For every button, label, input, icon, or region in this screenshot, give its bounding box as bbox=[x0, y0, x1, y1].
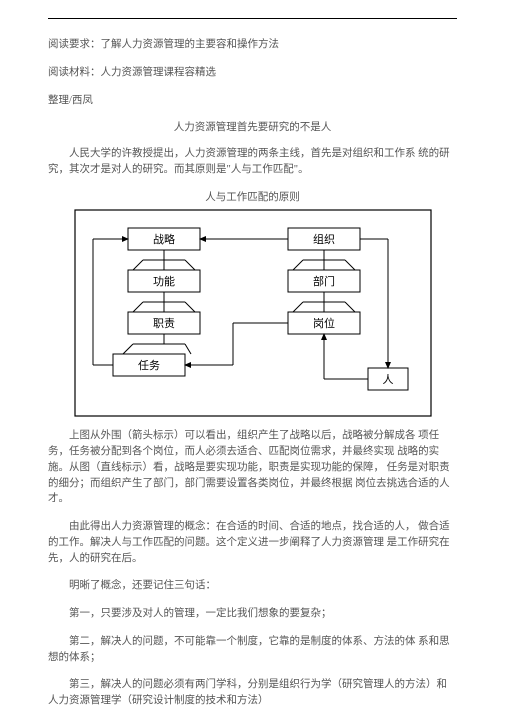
flowchart-svg: 战略 功能 职责 任务 组织 bbox=[73, 208, 433, 418]
node-duty: 职责 bbox=[153, 317, 175, 330]
node-strategy: 战略 bbox=[153, 232, 175, 246]
diagram-caption: 人与工作匹配的原则 bbox=[48, 190, 457, 206]
paragraph-2: 上图从外围（箭头标示）可以看出，组织产生了战略以后，战略被分解成各 项任务，任务… bbox=[48, 428, 457, 507]
paragraph-1: 人民大学的许教授提出，人力资源管理的两条主线，首先是对组织和工作系 统的研究，其… bbox=[48, 146, 457, 178]
node-task: 任务 bbox=[138, 359, 160, 372]
node-person: 人 bbox=[382, 373, 393, 386]
author-line: 整理/西凤 bbox=[48, 93, 457, 109]
paragraph-4: 明晰了概念，还要记住三句话： bbox=[48, 578, 457, 594]
reading-material: 阅读材料：人力资源管理课程容精选 bbox=[48, 65, 457, 81]
paragraph-7: 第三，解决人的问题必须有两门学科，分别是组织行为学（研究管理人的方法）和人力资源… bbox=[48, 677, 457, 709]
node-post: 岗位 bbox=[313, 316, 335, 330]
paragraph-3: 由此得出人力资源管理的概念：在合适的时间、合适的地点，找合适的人， 做合适的工作… bbox=[48, 519, 457, 566]
paragraph-5: 第一，只要涉及对人的管理，一定比我们想象的要复杂； bbox=[48, 606, 457, 622]
node-org: 组织 bbox=[313, 232, 335, 246]
paragraph-6: 第二，解决人的问题，不可能靠一个制度，它靠的是制度的体系、方法的体 系和思想的体… bbox=[48, 634, 457, 666]
reading-requirement: 阅读要求：了解人力资源管理的主要容和操作方法 bbox=[48, 37, 457, 53]
node-function: 功能 bbox=[153, 274, 175, 288]
node-dept: 部门 bbox=[313, 274, 335, 288]
article-title: 人力资源管理首先要研究的不是人 bbox=[48, 120, 457, 136]
diagram-container: 人与工作匹配的原则 战略 功能 职责 任务 bbox=[48, 190, 457, 419]
